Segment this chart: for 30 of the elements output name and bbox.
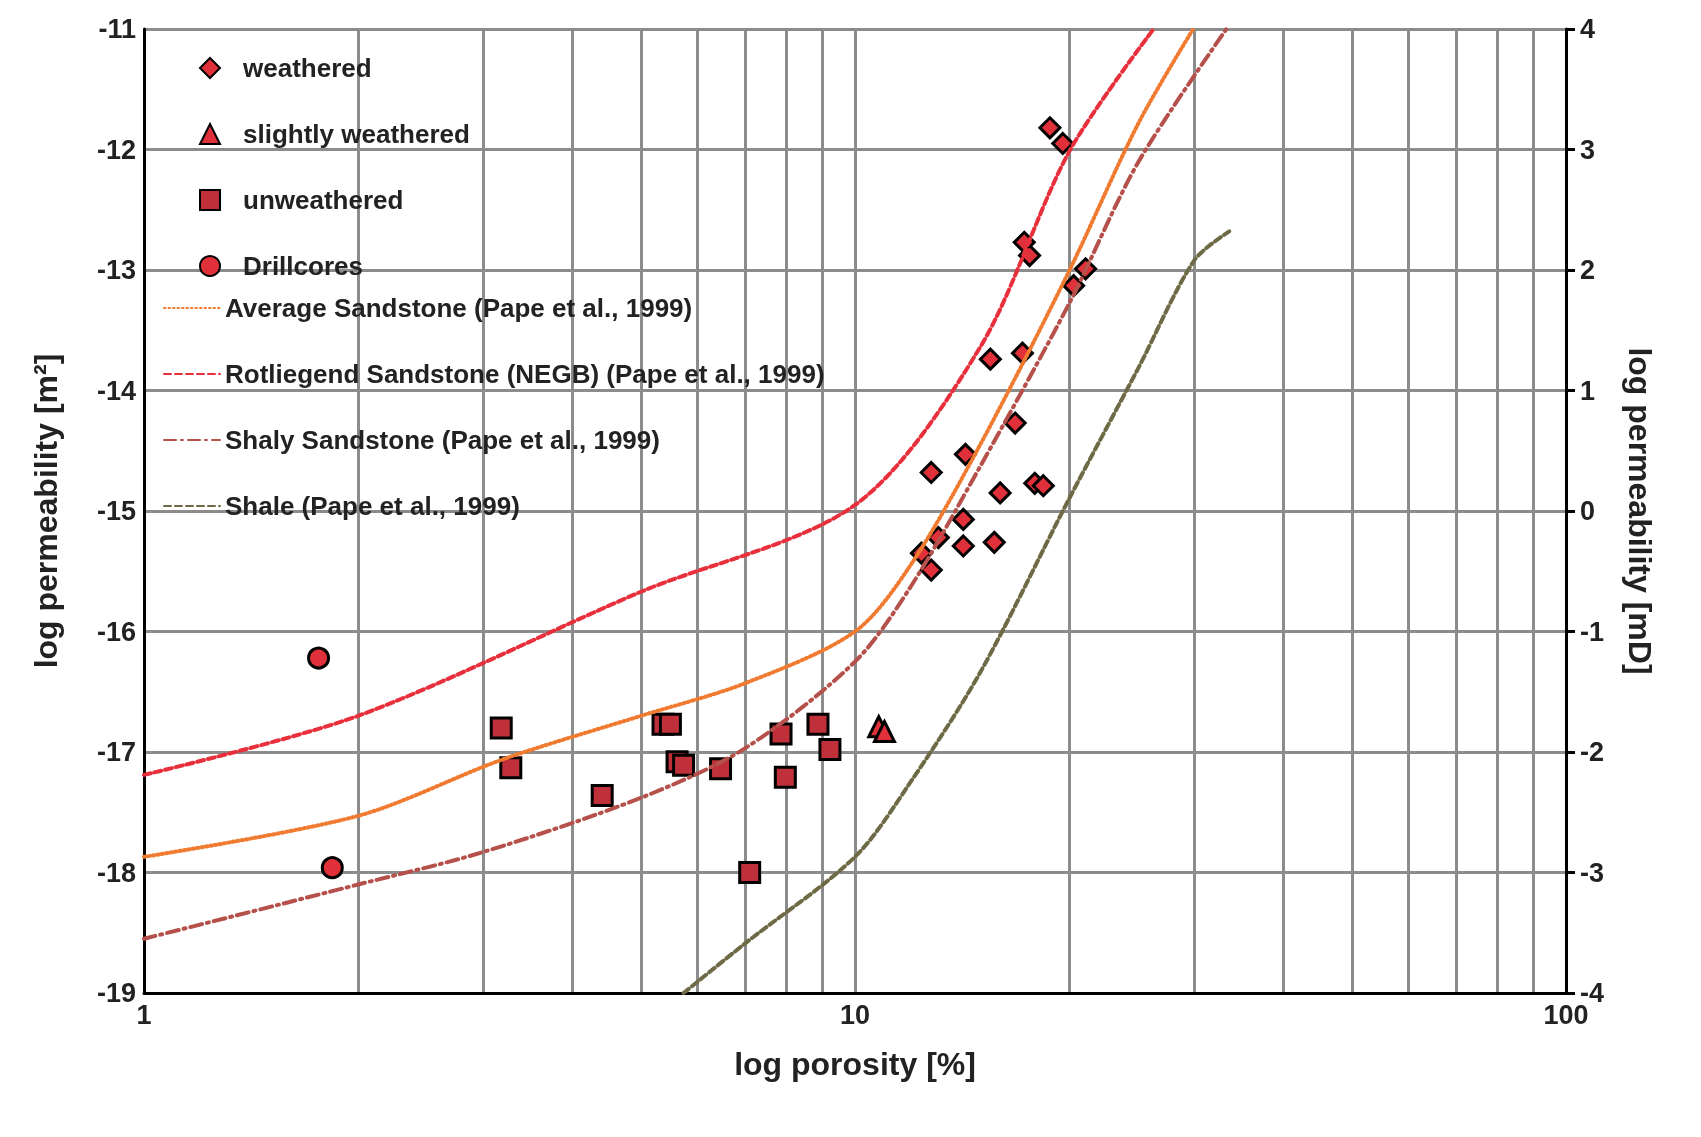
y2-tick-label: -3 — [1580, 857, 1605, 888]
y-tick-label: -15 — [96, 496, 136, 526]
y-tick-label: -17 — [96, 737, 136, 767]
y-tick-label: -16 — [96, 616, 136, 647]
y2-tick-label: 2 — [1580, 255, 1596, 285]
y2-tick-label: 4 — [1580, 14, 1596, 44]
y-tick-label: -13 — [96, 255, 136, 285]
y-tick-label: -18 — [96, 857, 136, 888]
y-tick-label: -14 — [96, 375, 136, 406]
y-tick-label: -11 — [98, 14, 136, 44]
legend-label: Shaly Sandstone (Pape et al., 1999) — [225, 425, 660, 455]
legend-label: unweathered — [243, 185, 404, 215]
legend-label: Shale (Pape et al., 1999) — [225, 491, 520, 521]
legend-label: Rotliegend Sandstone (NEGB) (Pape et al., 1999) — [225, 359, 825, 389]
y2-tick-label: -2 — [1580, 737, 1605, 767]
y-tick-label: -19 — [96, 978, 136, 1008]
legend-label: weathered — [242, 53, 372, 83]
y-axis-title: log permeability [m²] — [28, 353, 64, 669]
y2-tick-label: -1 — [1580, 616, 1605, 647]
legend-label: Drillcores — [243, 251, 363, 281]
x-axis-title: log porosity [%] — [734, 1046, 976, 1082]
x-tick-label: 1 — [136, 999, 152, 1030]
legend-label: Average Sandstone (Pape et al., 1999) — [225, 293, 693, 323]
y2-tick-label: 1 — [1580, 375, 1596, 406]
y2-tick-label: 0 — [1580, 496, 1596, 526]
y2-tick-label: 3 — [1580, 134, 1596, 165]
x-tick-label: 10 — [839, 999, 871, 1030]
y2-axis-title: log permeability [mD] — [1622, 347, 1658, 675]
legend-label: slightly weathered — [243, 119, 470, 149]
y-tick-label: -12 — [96, 134, 136, 165]
